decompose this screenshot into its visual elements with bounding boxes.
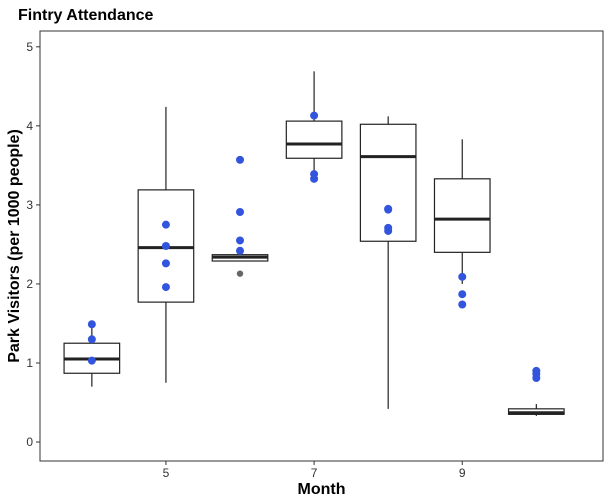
box-month-8 — [359, 116, 417, 409]
x-tick-label: 7 — [311, 466, 318, 480]
x-axis-title: Month — [298, 481, 346, 498]
data-point — [310, 111, 319, 120]
box-iqr — [359, 123, 417, 242]
data-point — [310, 174, 319, 183]
data-point — [87, 335, 96, 344]
box-iqr — [433, 178, 491, 253]
data-point — [161, 259, 170, 268]
data-point — [87, 320, 96, 329]
data-point — [384, 226, 393, 235]
data-point — [161, 283, 170, 292]
box-iqr — [285, 120, 343, 159]
y-axis: 0 1 2 3 4 5 — [26, 40, 40, 449]
outlier-point — [236, 270, 244, 277]
point-series — [87, 111, 541, 383]
y-axis-title: Park Visitors (per 1000 people) — [6, 129, 23, 363]
plot-panel — [39, 30, 604, 462]
data-point — [161, 242, 170, 250]
data-point — [236, 155, 245, 164]
data-point — [161, 220, 170, 229]
data-point — [532, 374, 541, 383]
box-month-6 — [211, 254, 269, 262]
y-tick-label: 2 — [26, 277, 33, 291]
y-tick-label: 4 — [26, 119, 33, 133]
x-tick-label: 9 — [459, 466, 466, 480]
box-month-10 — [507, 404, 565, 416]
data-point — [236, 236, 245, 245]
y-tick-label: 5 — [26, 40, 33, 54]
data-point — [458, 272, 467, 281]
box-month-7 — [285, 71, 343, 179]
x-tick-label: 5 — [163, 466, 170, 480]
y-tick-label: 0 — [26, 435, 33, 449]
data-point — [236, 208, 245, 217]
y-tick-label: 3 — [26, 198, 33, 212]
y-tick-label: 1 — [26, 356, 33, 370]
data-point — [236, 246, 245, 255]
box-month-9 — [433, 139, 491, 284]
x-axis: 5 7 9 — [163, 461, 466, 480]
data-point — [458, 300, 467, 309]
data-point — [458, 290, 467, 299]
data-point — [384, 205, 393, 214]
data-point — [87, 356, 96, 365]
chart-title: Fintry Attendance — [18, 7, 154, 24]
